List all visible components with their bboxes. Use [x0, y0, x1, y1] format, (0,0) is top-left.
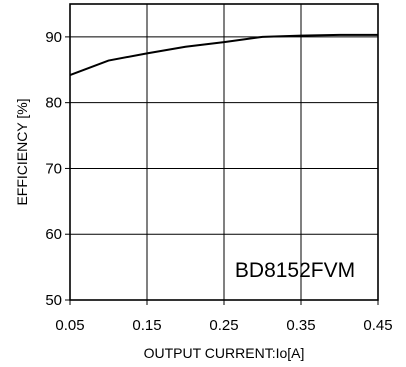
x-tick-labels: 0.05 0.15 0.25 0.35 0.45 [55, 300, 393, 334]
x-tick-label: 0.15 [132, 317, 161, 334]
y-tick-label: 90 [45, 29, 62, 46]
y-tick-label: 70 [45, 160, 62, 177]
x-tick-label: 0.45 [363, 317, 392, 334]
y-tick-labels: 50 60 70 80 90 [45, 29, 70, 309]
y-axis-label: EFFICIENCY [%] [14, 98, 30, 205]
chart-annotation: BD8152FVM [235, 259, 355, 282]
y-tick-label: 80 [45, 95, 62, 112]
efficiency-series-line [69, 33, 378, 76]
x-tick-label: 0.25 [209, 317, 238, 334]
x-tick-label: 0.05 [55, 317, 84, 334]
y-tick-label: 60 [45, 226, 62, 243]
x-axis-label: OUTPUT CURRENT:Io[A] [144, 345, 305, 361]
grid-lines [69, 4, 379, 301]
series-layer [69, 33, 378, 76]
x-tick-label: 0.35 [286, 317, 315, 334]
y-tick-label: 50 [45, 292, 62, 309]
